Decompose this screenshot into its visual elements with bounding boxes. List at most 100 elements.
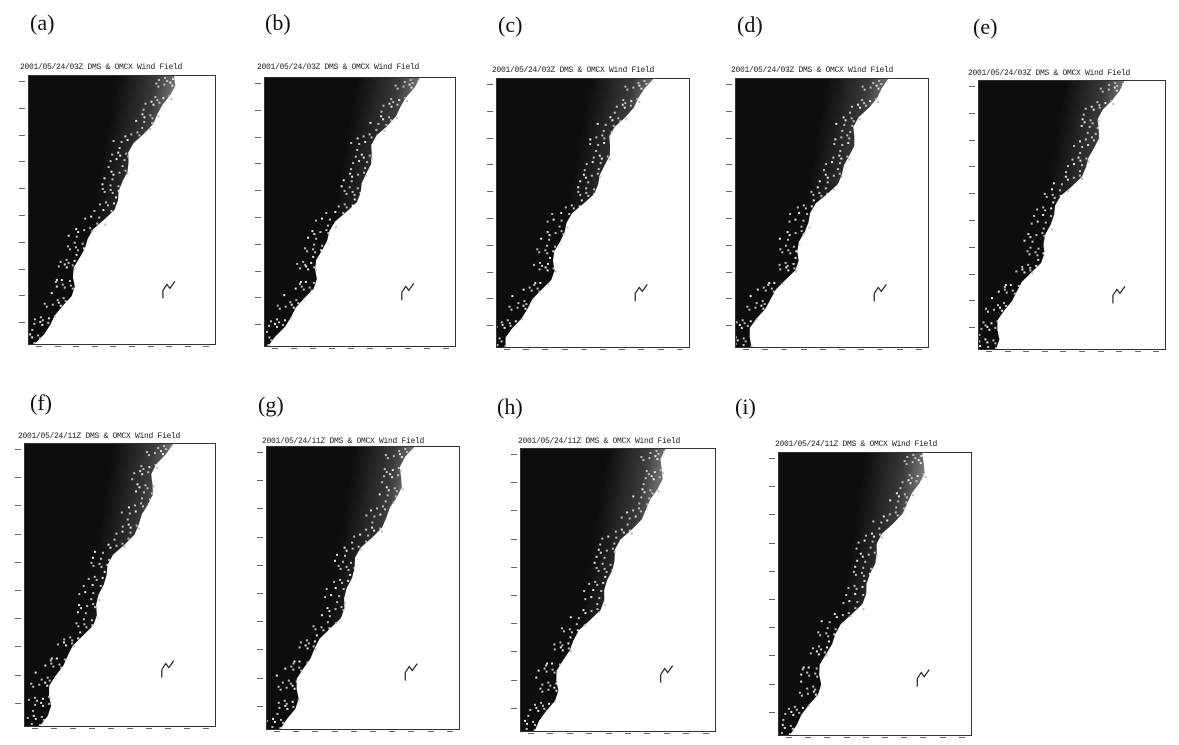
terrain-speckle (541, 683, 544, 686)
terrain-speckle (835, 616, 838, 619)
terrain-speckle (561, 649, 564, 652)
terrain-speckle (397, 474, 400, 477)
terrain-speckle (877, 87, 880, 90)
terrain-speckle (567, 642, 570, 645)
terrain-speckle (384, 508, 386, 511)
x-tick-mark (781, 349, 788, 350)
terrain-speckle (863, 579, 866, 582)
terrain-speckle (78, 604, 81, 607)
terrain-speckle (882, 515, 885, 518)
map-image (735, 78, 929, 348)
panel-label: (d) (737, 12, 763, 37)
terrain-speckle (299, 641, 302, 644)
terrain-speckle (136, 131, 139, 134)
wind-vector-marker (634, 284, 648, 302)
terrain-speckle (997, 304, 999, 307)
x-tick-mark (203, 346, 210, 347)
terrain-speckle (76, 611, 79, 614)
x-tick-mark (291, 348, 297, 349)
terrain-speckle (833, 143, 836, 145)
terrain-speckle (986, 341, 989, 344)
terrain-speckle (135, 524, 138, 527)
x-tick-mark (427, 731, 434, 732)
terrain-speckle (48, 702, 51, 705)
terrain-speckle (863, 102, 866, 105)
terrain-speckle (296, 262, 299, 265)
terrain-speckle (746, 305, 749, 308)
terrain-speckle (798, 243, 801, 246)
terrain-speckle (293, 660, 296, 663)
terrain-speckle (365, 528, 368, 531)
terrain-speckle (164, 77, 167, 79)
terrain-speckle (500, 321, 503, 324)
terrain-speckle (802, 666, 805, 669)
terrain-speckle (278, 307, 281, 310)
terrain-speckle (382, 104, 385, 107)
terrain-speckle (800, 680, 803, 683)
y-tick-mark (257, 480, 263, 482)
terrain-speckle (399, 470, 402, 473)
terrain-speckle (910, 477, 913, 480)
terrain-speckle (624, 85, 627, 88)
terrain-speckle (755, 302, 758, 305)
terrain-speckle (39, 337, 42, 340)
terrain-speckle (1072, 176, 1075, 179)
terrain-speckle (135, 119, 138, 122)
terrain-speckle (91, 230, 94, 233)
terrain-speckle (398, 450, 401, 452)
terrain-speckle (503, 326, 506, 329)
terrain-speckle (531, 301, 534, 304)
y-tick-mark (255, 109, 261, 111)
terrain-speckle (327, 224, 329, 227)
terrain-speckle (609, 135, 612, 138)
panel-label: (a) (30, 10, 55, 35)
terrain-speckle (800, 230, 803, 233)
x-tick-mark (586, 733, 593, 734)
terrain-speckle (69, 248, 71, 251)
terrain-speckle (648, 497, 651, 500)
terrain-speckle (568, 213, 571, 215)
y-tick-mark (769, 711, 775, 713)
terrain-speckle (577, 186, 580, 189)
terrain-speckle (905, 463, 908, 466)
terrain-speckle (79, 631, 82, 634)
terrain-speckle (1073, 145, 1076, 147)
terrain-speckle (371, 526, 374, 529)
terrain-speckle (853, 584, 856, 587)
terrain-speckle (772, 290, 775, 293)
terrain-speckle (632, 495, 635, 498)
terrain-speckle (546, 231, 549, 234)
terrain-speckle (156, 99, 159, 102)
terrain-speckle (1089, 119, 1092, 122)
terrain-speckle (47, 317, 50, 320)
terrain-speckle (546, 244, 549, 247)
terrain-speckle (736, 336, 737, 339)
terrain-speckle (362, 156, 365, 159)
terrain-speckle (321, 244, 324, 247)
terrain-speckle (392, 101, 395, 104)
terrain-speckle (781, 251, 784, 254)
terrain-speckle (609, 116, 612, 119)
terrain-speckle (632, 86, 635, 89)
terrain-speckle (584, 612, 587, 615)
terrain-speckle (852, 570, 855, 573)
y-tick-mark (511, 679, 517, 681)
terrain-speckle (899, 487, 902, 490)
terrain-speckle (647, 473, 650, 476)
terrain-speckle (736, 339, 739, 342)
terrain-speckle (538, 268, 541, 271)
land-area (779, 453, 925, 735)
terrain-speckle (391, 469, 394, 472)
terrain-speckle (527, 714, 530, 717)
terrain-speckle (500, 340, 503, 343)
terrain-speckle (1104, 102, 1107, 105)
terrain-speckle (123, 159, 126, 162)
terrain-speckle (578, 205, 581, 208)
terrain-speckle (764, 289, 767, 292)
terrain-speckle (334, 559, 336, 562)
panel-label: (e) (973, 14, 998, 39)
terrain-speckle (60, 666, 63, 669)
terrain-map (736, 79, 928, 347)
y-tick-mark (726, 191, 732, 193)
terrain-speckle (862, 574, 865, 577)
